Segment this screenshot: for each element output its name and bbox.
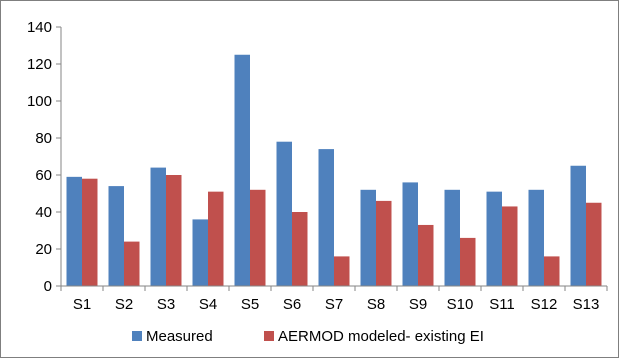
x-tick-label: S13 <box>573 296 600 313</box>
legend-swatch <box>264 331 274 341</box>
bar-measured-s7 <box>318 149 334 286</box>
y-tick-label: 100 <box>27 93 52 110</box>
bar-measured-s5 <box>234 54 250 286</box>
bar-aermod-modeled-existing-ei-s1 <box>82 178 98 286</box>
x-tick-label: S11 <box>489 296 515 313</box>
y-axis: 0 20 40 60 80 100 120 140 <box>27 19 62 295</box>
bar-measured-s11 <box>486 191 502 286</box>
bar-measured-s1 <box>66 176 82 286</box>
bar-measured-s8 <box>360 189 376 286</box>
bars <box>66 54 602 286</box>
x-tick-label: S4 <box>199 296 217 313</box>
bar-aermod-modeled-existing-ei-s7 <box>334 256 350 286</box>
bar-aermod-modeled-existing-ei-s4 <box>208 191 224 286</box>
bar-measured-s12 <box>528 189 544 286</box>
x-tick-label: S10 <box>447 296 474 313</box>
legend-swatch <box>132 331 142 341</box>
bar-measured-s10 <box>444 189 460 286</box>
bar-aermod-modeled-existing-ei-s6 <box>292 212 308 286</box>
bar-aermod-modeled-existing-ei-s10 <box>460 237 476 286</box>
bar-aermod-modeled-existing-ei-s11 <box>502 206 518 286</box>
bar-aermod-modeled-existing-ei-s9 <box>418 224 434 286</box>
y-tick-label: 40 <box>35 204 52 221</box>
bar-measured-s9 <box>402 182 418 286</box>
bar-aermod-modeled-existing-ei-s5 <box>250 189 266 286</box>
bar-measured-s4 <box>192 219 208 286</box>
legend: Measured AERMOD modeled- existing EI <box>132 328 484 345</box>
bar-measured-s3 <box>150 167 166 286</box>
bar-aermod-modeled-existing-ei-s13 <box>586 202 602 286</box>
bar-aermod-modeled-existing-ei-s8 <box>376 200 392 286</box>
y-tick-label: 140 <box>27 19 52 36</box>
legend-label: AERMOD modeled- existing EI <box>278 328 484 345</box>
x-tick-label: S8 <box>367 296 385 313</box>
x-tick-label: S12 <box>531 296 558 313</box>
y-tick-label: 120 <box>27 56 52 73</box>
y-tick-label: 0 <box>44 278 52 295</box>
x-tick-label: S2 <box>115 296 133 313</box>
bar-aermod-modeled-existing-ei-s12 <box>544 256 560 286</box>
x-axis: S1 S2 S3 S4 S5 S6 S7 S8 S9 S10 S11 S12 S13 <box>60 285 608 313</box>
x-tick-label: S7 <box>325 296 343 313</box>
y-tick-label: 60 <box>35 167 52 184</box>
y-tick-label: 80 <box>35 130 52 147</box>
bar-measured-s13 <box>570 165 586 286</box>
x-tick-label: S1 <box>73 296 91 313</box>
x-tick-label: S6 <box>283 296 301 313</box>
x-tick-label: S5 <box>241 296 259 313</box>
y-tick-label: 20 <box>35 241 52 258</box>
x-tick-label: S3 <box>157 296 175 313</box>
bar-aermod-modeled-existing-ei-s2 <box>124 241 140 286</box>
bar-measured-s2 <box>108 186 124 286</box>
bar-aermod-modeled-existing-ei-s3 <box>166 175 182 286</box>
x-tick-label: S9 <box>409 296 427 313</box>
bar-measured-s6 <box>276 141 292 286</box>
legend-label: Measured <box>146 328 213 345</box>
